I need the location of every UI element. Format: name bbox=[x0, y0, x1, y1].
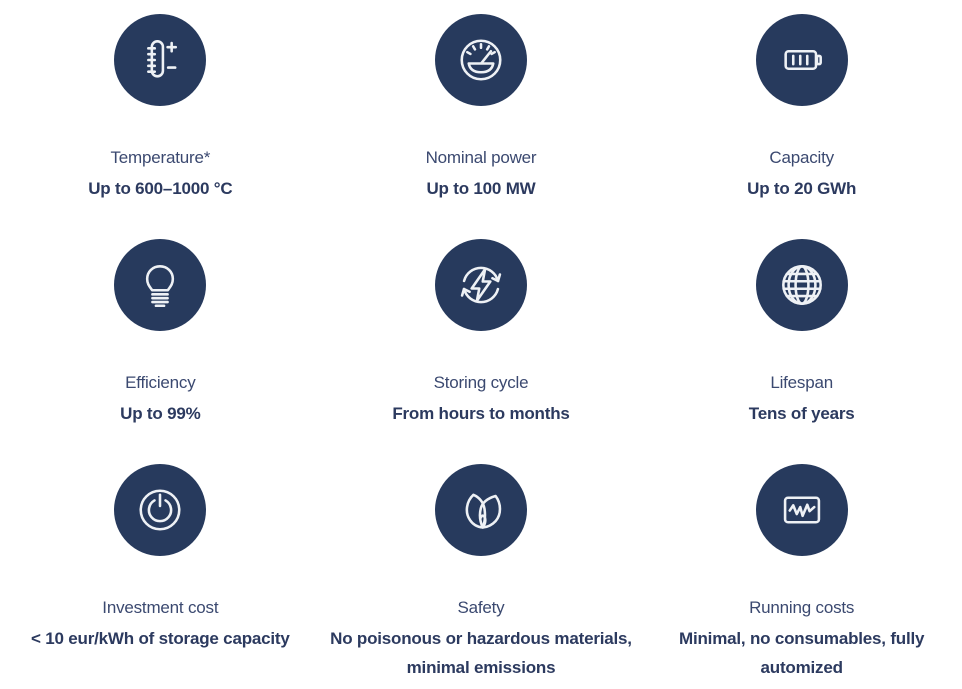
feature-value: Minimal, no consumables, fully automized bbox=[679, 628, 925, 677]
feature-icon-badge bbox=[114, 239, 207, 331]
monitor-chart-icon bbox=[774, 482, 830, 538]
thermometer-icon bbox=[132, 32, 188, 88]
gauge-icon bbox=[453, 32, 509, 88]
feature-card-investment-cost: Investment cost < 10 eur/kWh of storage … bbox=[0, 450, 321, 689]
feature-icon-badge bbox=[755, 14, 848, 106]
lightbulb-icon bbox=[132, 257, 188, 313]
feature-label: Capacity bbox=[769, 148, 834, 167]
feature-label: Running costs bbox=[749, 598, 855, 617]
feature-label: Lifespan bbox=[770, 373, 833, 392]
feature-label: Efficiency bbox=[125, 373, 196, 392]
leaf-icon bbox=[453, 482, 509, 538]
feature-card-nominal-power: Nominal power Up to 100 MW bbox=[321, 0, 642, 225]
feature-value: < 10 eur/kWh of storage capacity bbox=[31, 628, 290, 648]
feature-value: Tens of years bbox=[748, 403, 855, 423]
feature-value: Up to 100 MW bbox=[426, 178, 536, 198]
feature-icon-badge bbox=[755, 464, 848, 556]
power-icon bbox=[132, 482, 188, 538]
recycle-bolt-icon bbox=[453, 257, 509, 313]
feature-icon-badge bbox=[755, 239, 848, 331]
feature-label: Storing cycle bbox=[433, 373, 529, 392]
feature-value: Up to 20 GWh bbox=[747, 178, 857, 198]
feature-icon-badge bbox=[114, 14, 207, 106]
feature-value: Up to 600–1000 °C bbox=[88, 178, 233, 198]
globe-icon bbox=[774, 257, 830, 313]
feature-label: Nominal power bbox=[425, 148, 537, 167]
feature-card-efficiency: Efficiency Up to 99% bbox=[0, 225, 321, 450]
feature-icon-badge bbox=[114, 464, 207, 556]
feature-label: Investment cost bbox=[102, 598, 219, 617]
feature-card-temperature: Temperature* Up to 600–1000 °C bbox=[0, 0, 321, 225]
feature-value: Up to 99% bbox=[120, 403, 201, 423]
feature-value: No poisonous or hazardous materials, min… bbox=[330, 628, 632, 677]
feature-icon-badge bbox=[434, 14, 527, 106]
feature-card-lifespan: Lifespan Tens of years bbox=[641, 225, 962, 450]
battery-icon bbox=[774, 32, 830, 88]
feature-label: Safety bbox=[457, 598, 505, 617]
feature-icon-badge bbox=[434, 464, 527, 556]
feature-label: Temperature* bbox=[110, 148, 211, 167]
feature-card-running-costs: Running costs Minimal, no consumables, f… bbox=[641, 450, 962, 689]
feature-card-capacity: Capacity Up to 20 GWh bbox=[641, 0, 962, 225]
feature-value: From hours to months bbox=[392, 403, 570, 423]
feature-card-storing-cycle: Storing cycle From hours to months bbox=[321, 225, 642, 450]
feature-card-safety: Safety No poisonous or hazardous materia… bbox=[321, 450, 642, 689]
feature-icon-badge bbox=[434, 239, 527, 331]
